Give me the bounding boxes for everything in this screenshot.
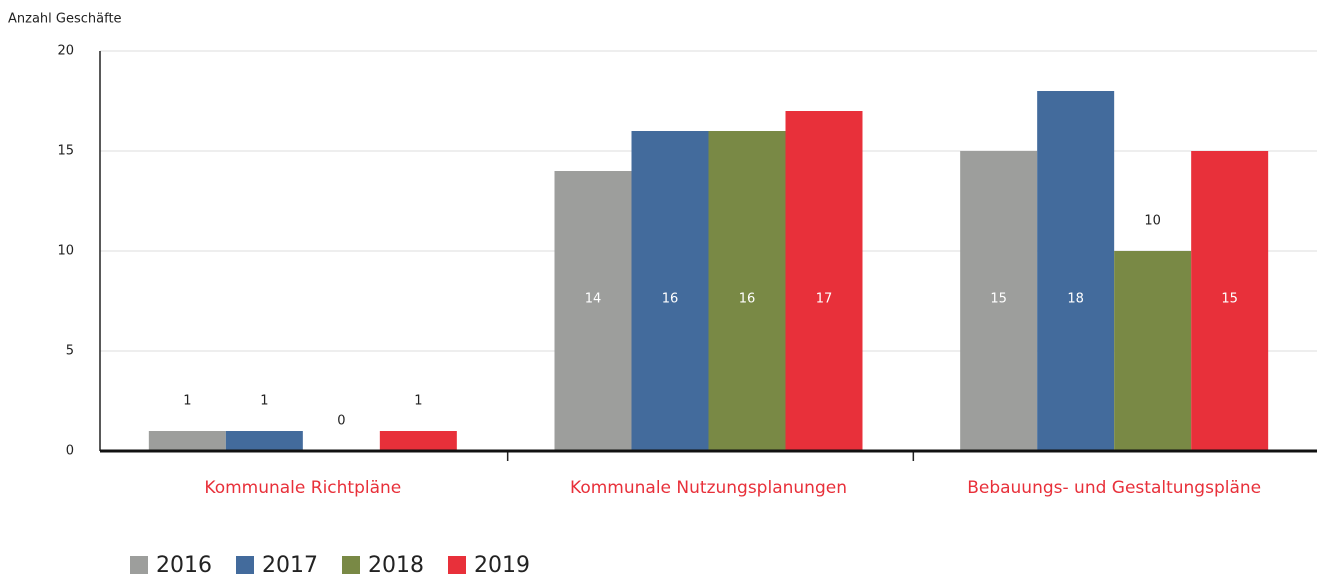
y-tick-label: 0	[66, 444, 74, 459]
x-tick-label: Kommunale Nutzungsplanungen	[570, 478, 847, 498]
legend-swatch	[236, 556, 254, 574]
value-label: 15	[990, 292, 1007, 307]
bar	[708, 131, 786, 451]
value-label: 1	[183, 394, 191, 409]
value-label: 15	[1221, 292, 1238, 307]
y-tick-label: 5	[66, 344, 74, 359]
bar	[148, 431, 226, 451]
legend-swatch	[342, 556, 360, 574]
y-tick-label: 20	[57, 44, 74, 59]
y-tick-label: 15	[57, 144, 74, 159]
legend-label: 2016	[156, 553, 212, 574]
bar	[960, 151, 1038, 451]
bar	[785, 111, 863, 451]
legend-label: 2017	[262, 553, 318, 574]
legend-label: 2018	[368, 553, 424, 574]
bar	[379, 431, 457, 451]
value-label: 1	[414, 394, 422, 409]
value-label: 17	[816, 292, 833, 307]
bar	[1191, 151, 1269, 451]
legend-label: 2019	[474, 553, 530, 574]
y-axis-title: Anzahl Geschäfte	[8, 12, 122, 27]
x-tick-label: Kommunale Richtpläne	[204, 478, 401, 498]
value-label: 10	[1144, 214, 1161, 229]
y-tick-label: 10	[57, 244, 74, 259]
value-label: 1	[260, 394, 268, 409]
value-label: 16	[739, 292, 756, 307]
bar	[225, 431, 303, 451]
legend-swatch	[448, 556, 466, 574]
value-label: 16	[662, 292, 679, 307]
bar	[554, 171, 632, 451]
value-label: 0	[337, 414, 345, 429]
bar	[1037, 91, 1115, 451]
x-tick-label: Bebauungs- und Gestaltungspläne	[967, 478, 1261, 498]
bar	[1114, 251, 1192, 451]
legend-swatch	[130, 556, 148, 574]
bar	[631, 131, 709, 451]
value-label: 14	[585, 292, 602, 307]
value-label: 18	[1067, 292, 1084, 307]
